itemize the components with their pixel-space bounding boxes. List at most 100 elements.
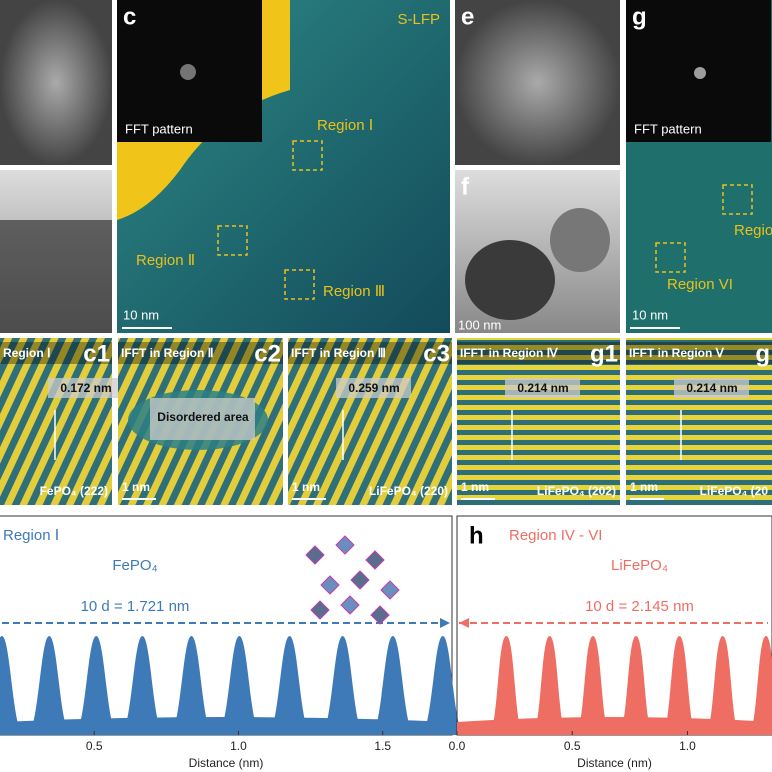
spacing-bg: [674, 378, 749, 398]
panel-label: g: [755, 340, 770, 367]
panel-label: f: [461, 173, 470, 200]
panel-label: h: [469, 522, 484, 549]
region-label: Region Ⅲ: [323, 283, 385, 300]
region-label: Region Ⅱ: [136, 252, 195, 269]
annotation: FePO₄: [112, 557, 157, 574]
peak: [422, 636, 463, 735]
polyhedron: [370, 605, 390, 625]
peak: [373, 636, 413, 735]
fft-spot: [180, 64, 196, 80]
polyhedron: [340, 595, 360, 615]
polyhedron: [350, 570, 370, 590]
region-box: [217, 225, 248, 256]
phase-label: FePO₄ (222): [40, 484, 108, 498]
peak: [577, 636, 609, 735]
ifft-image: [457, 338, 620, 505]
spacing-bg: [505, 378, 580, 398]
title-bg: [288, 342, 452, 364]
peak: [76, 636, 117, 735]
panel-label: e: [461, 3, 474, 30]
arrowhead: [440, 618, 450, 628]
peak: [706, 636, 739, 735]
inset-label: FFT pattern: [125, 121, 193, 136]
peak: [219, 636, 260, 735]
panel-label: c3: [423, 340, 450, 367]
ifft-image: [288, 338, 452, 505]
scale-bar-label: 100 nm: [458, 317, 501, 332]
scale-bar-label: 1 nm: [630, 480, 658, 494]
particle: [465, 240, 555, 320]
spacing-bg: [48, 378, 123, 398]
peak: [750, 636, 772, 735]
peak: [322, 636, 363, 735]
spacing: 0.214 nm: [517, 381, 568, 395]
distance-label: 10 d = 2.145 nm: [585, 598, 694, 615]
x-tick-label: 0.5: [86, 739, 103, 753]
particle: [550, 208, 610, 272]
scale-bar-label: 1 nm: [122, 480, 150, 494]
region-label: Regio: [734, 222, 772, 239]
sample-label: S-LFP: [397, 11, 440, 28]
sem-image: [455, 0, 620, 165]
polyhedron: [320, 575, 340, 595]
panel-title: IFFT in Region Ⅴ: [629, 346, 725, 360]
panel-label: c: [123, 3, 136, 30]
ifft-row: Region Ⅰ c1 0.172 nm FePO₄ (222) Disordered …: [0, 338, 772, 505]
tem-particle: [0, 220, 112, 333]
polyhedron: [335, 535, 355, 555]
polyhedron: [365, 550, 385, 570]
region-label: Region Ⅰ: [317, 117, 373, 134]
inset-label: FFT pattern: [634, 121, 702, 136]
panel-title: IFFT in Region Ⅲ: [291, 346, 386, 360]
note-box: [150, 398, 255, 440]
annotation: LiFePO₄: [611, 557, 668, 574]
profile-row: 0.5 1.0 1.5 Distance (nm) Region Ⅰ FePO₄ 10 d …: [0, 515, 772, 770]
title-bg: [0, 342, 112, 364]
scale-bar-label: 1 nm: [292, 480, 320, 494]
ifft-image: [0, 338, 112, 505]
x-tick-label: 1.0: [230, 739, 247, 753]
x-tick-label: 1.5: [374, 739, 391, 753]
spacing: 0.172 nm: [60, 381, 111, 395]
phase-label: LiFePO₄ (20: [700, 484, 769, 498]
arrowhead: [459, 618, 469, 628]
panel-title: Region Ⅰ: [3, 346, 51, 360]
x-tick-label: 0.0: [449, 739, 466, 753]
region-label: Region VI: [667, 276, 733, 293]
spacing: 0.259 nm: [348, 381, 399, 395]
peak: [269, 636, 310, 735]
title-bg: [457, 342, 620, 364]
peak: [533, 636, 566, 735]
phase-label: LiFePO₄ (220): [369, 484, 448, 498]
chart-title: Region Ⅰ: [3, 527, 59, 544]
panel-title: IFFT in Region Ⅳ: [460, 346, 559, 360]
region-box: [655, 242, 686, 273]
x-axis-label: Distance (nm): [189, 756, 264, 770]
fft-spot: [694, 67, 706, 79]
title-bg: [118, 342, 283, 364]
peak: [490, 636, 523, 735]
scale-bar-label: 10 nm: [632, 307, 668, 322]
distance-label: 10 d = 1.721 nm: [81, 598, 190, 615]
polyhedron: [380, 580, 400, 600]
region-box: [722, 184, 753, 215]
polyhedron: [310, 600, 330, 620]
region-box: [292, 140, 323, 171]
peak: [171, 636, 212, 735]
panel-label: c1: [83, 340, 110, 367]
x-tick-label: 1.0: [679, 739, 696, 753]
region-box: [284, 269, 315, 300]
panel-label: g: [632, 3, 647, 30]
peak: [0, 636, 22, 735]
x-tick-label: 0.5: [564, 739, 581, 753]
ifft-image: [626, 338, 772, 505]
sem-image: [0, 0, 112, 165]
scale-bar-label: 1 nm: [461, 480, 489, 494]
panel-label: c2: [254, 340, 281, 367]
note: Disordered area: [157, 410, 249, 424]
title-bg: [626, 342, 772, 364]
peak: [620, 636, 652, 735]
scale-bar-label: 10 nm: [123, 307, 159, 322]
peak: [122, 636, 163, 735]
